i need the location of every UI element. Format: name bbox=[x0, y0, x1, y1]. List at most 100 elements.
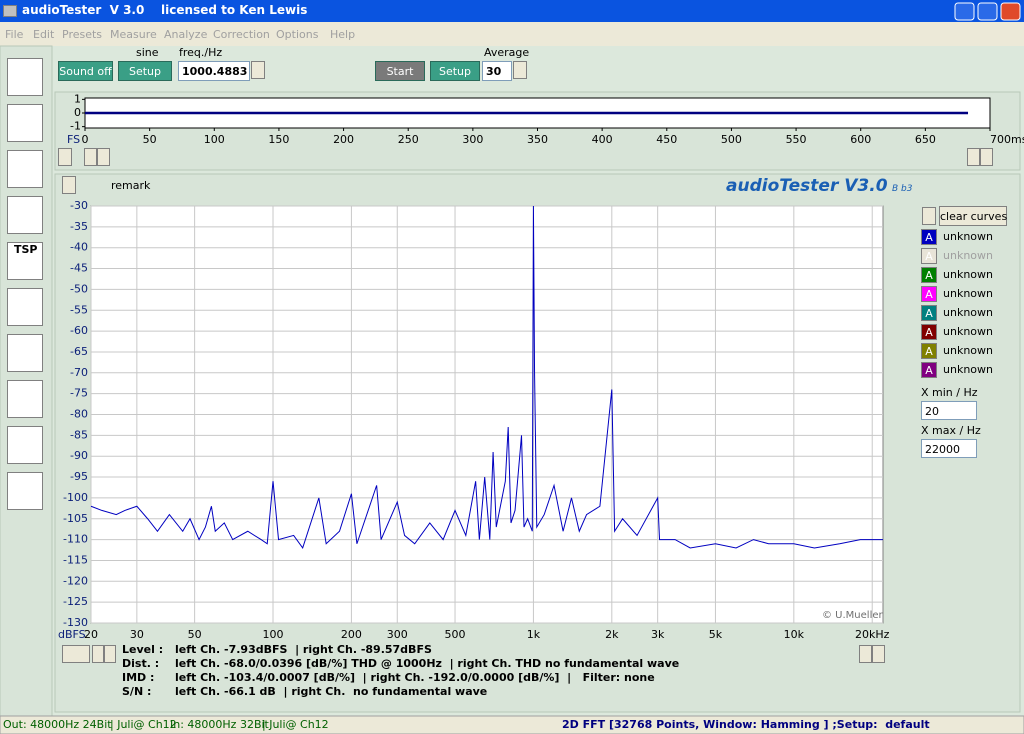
legend-entry[interactable]: unknown bbox=[943, 230, 993, 243]
y-tick-label: -90 bbox=[70, 449, 88, 462]
menu-item[interactable]: Correction bbox=[213, 28, 270, 41]
readout-text: left Ch. -66.1 dB | right Ch. no fundame… bbox=[175, 685, 488, 698]
y-tick-label: -40 bbox=[70, 241, 88, 254]
freq-spinner[interactable] bbox=[251, 61, 265, 79]
clear-curves-button[interactable]: clear curves bbox=[939, 206, 1007, 226]
freq-input[interactable]: 1000.4883 bbox=[178, 61, 250, 81]
readout-label: S/N : bbox=[122, 685, 152, 698]
average-input[interactable]: 30 bbox=[482, 61, 512, 81]
xmin-label: X min / Hz bbox=[921, 386, 978, 399]
sidebar-tool-button[interactable] bbox=[7, 196, 43, 234]
legend-swatch[interactable]: A bbox=[921, 267, 937, 283]
menu-item[interactable]: Presets bbox=[62, 28, 103, 41]
y-tick-label: -50 bbox=[70, 282, 88, 295]
x-tick-label: 1k bbox=[527, 628, 541, 641]
tsp-icon-label: TSP bbox=[14, 243, 38, 256]
legend-entry[interactable]: unknown bbox=[943, 287, 993, 300]
y-axis-label: dBFS bbox=[58, 628, 86, 641]
y-tick-label: -45 bbox=[70, 262, 88, 275]
xmin-input[interactable]: 20 bbox=[921, 401, 977, 420]
menu-item[interactable]: Edit bbox=[33, 28, 55, 41]
spectrum-scroll-left2[interactable] bbox=[859, 645, 872, 663]
status-field: | Juli@ Ch12 bbox=[110, 718, 177, 731]
average-spinner[interactable] bbox=[513, 61, 527, 79]
sidebar-tool-button[interactable] bbox=[7, 334, 43, 372]
x-tick-label: 500 bbox=[721, 133, 742, 146]
status-bar bbox=[0, 715, 1024, 734]
spectrum-zoom-spinner[interactable] bbox=[62, 176, 76, 194]
x-tick-label: 650 bbox=[915, 133, 936, 146]
menu-item[interactable]: Options bbox=[276, 28, 319, 41]
y-tick-label: -75 bbox=[70, 387, 88, 400]
spectrum-scroll-down[interactable] bbox=[62, 645, 90, 663]
measure-setup-button[interactable]: Setup bbox=[430, 61, 480, 81]
signal-setup-button[interactable]: Setup bbox=[118, 61, 172, 81]
legend-swatch[interactable]: A bbox=[921, 305, 937, 321]
spectrum-scroll-left[interactable] bbox=[92, 645, 104, 663]
y-tick-label: -70 bbox=[70, 366, 88, 379]
legend-swatch[interactable]: A bbox=[921, 286, 937, 302]
legend-entry[interactable]: unknown bbox=[943, 325, 993, 338]
legend-swatch[interactable]: A bbox=[921, 324, 937, 340]
xmax-input[interactable]: 22000 bbox=[921, 439, 977, 458]
y-tick-label: 0 bbox=[74, 106, 81, 119]
sidebar-tool-button[interactable] bbox=[7, 150, 43, 188]
legend-entry[interactable]: unknown bbox=[943, 249, 993, 262]
legend-swatch[interactable]: A bbox=[921, 248, 937, 264]
readout-text: left Ch. -7.93dBFS | right Ch. -89.57dBF… bbox=[175, 643, 432, 656]
y-tick-label: -65 bbox=[70, 345, 88, 358]
legend-swatch[interactable]: A bbox=[921, 343, 937, 359]
sidebar-tool-button[interactable] bbox=[7, 426, 43, 464]
sidebar-tool-button[interactable] bbox=[7, 58, 43, 96]
y-tick-label: -85 bbox=[70, 428, 88, 441]
y-tick-label: -100 bbox=[63, 491, 88, 504]
legend-entry[interactable]: unknown bbox=[943, 268, 993, 281]
menu-item[interactable]: Help bbox=[330, 28, 356, 41]
legend-entry[interactable]: unknown bbox=[943, 306, 993, 319]
legend-entry[interactable]: unknown bbox=[943, 363, 993, 376]
x-tick-label: 550 bbox=[786, 133, 807, 146]
x-tick-label: 150 bbox=[268, 133, 289, 146]
x-tick-label: 500 bbox=[445, 628, 466, 641]
remark-label: remark bbox=[111, 179, 151, 192]
sound-button[interactable]: Sound off bbox=[58, 61, 113, 81]
minimize-button[interactable] bbox=[954, 2, 975, 21]
legend-entry[interactable]: unknown bbox=[943, 344, 993, 357]
x-tick-label: 20kHz bbox=[855, 628, 890, 641]
sidebar-tool-button[interactable] bbox=[7, 242, 43, 280]
x-tick-label: 400 bbox=[592, 133, 613, 146]
readout-label: Level : bbox=[122, 643, 164, 656]
maximize-button[interactable] bbox=[977, 2, 998, 21]
start-button[interactable]: Start bbox=[375, 61, 425, 81]
time-scroll-right2[interactable] bbox=[980, 148, 993, 166]
menu-item[interactable]: Analyze bbox=[164, 28, 208, 41]
y-tick-label: -130 bbox=[63, 616, 88, 629]
close-button[interactable] bbox=[1000, 2, 1021, 21]
average-label: Average bbox=[484, 46, 530, 59]
legend-swatch[interactable]: A bbox=[921, 229, 937, 245]
app-icon bbox=[3, 5, 17, 17]
legend-swatch[interactable]: A bbox=[921, 362, 937, 378]
x-tick-label: 50 bbox=[143, 133, 157, 146]
spectrum-scroll-right[interactable] bbox=[104, 645, 116, 663]
status-field: 2D FFT [32768 Points, Window: Hamming ] … bbox=[562, 718, 930, 731]
curves-spinner[interactable] bbox=[922, 207, 936, 225]
sidebar-tool-button[interactable] bbox=[7, 288, 43, 326]
sidebar-tool-button[interactable] bbox=[7, 380, 43, 418]
menu-item[interactable]: File bbox=[5, 28, 24, 41]
sidebar-tool-button[interactable] bbox=[7, 104, 43, 142]
spectrum-scroll-right2[interactable] bbox=[872, 645, 885, 663]
x-tick-label: 2k bbox=[605, 628, 619, 641]
time-scroll-left2[interactable] bbox=[967, 148, 980, 166]
menu-item[interactable]: Measure bbox=[110, 28, 157, 41]
title-bar bbox=[0, 0, 1024, 22]
y-tick-label: -125 bbox=[63, 595, 88, 608]
time-scroll-left[interactable] bbox=[84, 148, 97, 166]
time-zoom-spinner[interactable] bbox=[58, 148, 72, 166]
status-field: Out: 48000Hz 24Bit bbox=[3, 718, 112, 731]
x-tick-label: 30 bbox=[130, 628, 144, 641]
sidebar-tool-button[interactable] bbox=[7, 472, 43, 510]
time-scroll-right[interactable] bbox=[97, 148, 110, 166]
x-tick-label: 300 bbox=[462, 133, 483, 146]
x-tick-label: 10k bbox=[784, 628, 805, 641]
